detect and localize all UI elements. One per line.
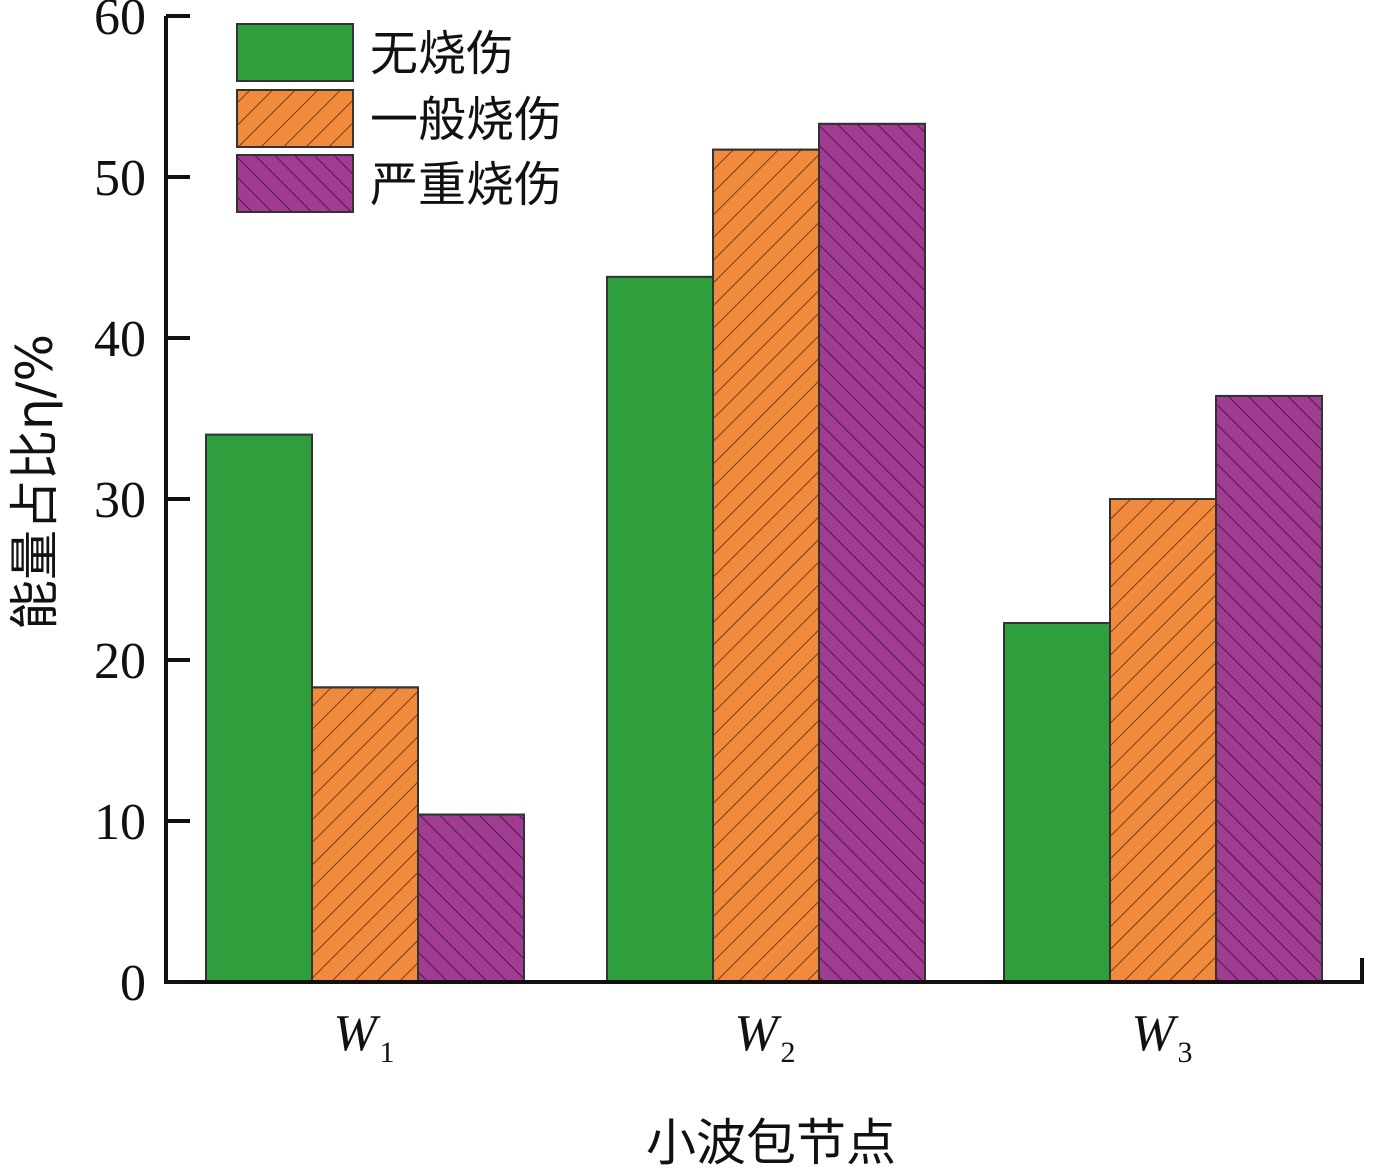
x-tick-label-subscript: 3 bbox=[1178, 1036, 1193, 1069]
legend-swatch-1 bbox=[236, 23, 354, 82]
legend-label-1: 无烧伤 bbox=[370, 26, 514, 82]
bar-hatch-3-series-2 bbox=[1109, 498, 1217, 983]
y-tick-label: 50 bbox=[94, 150, 146, 207]
bar-hatch-1-series-2 bbox=[311, 686, 419, 983]
y-tick-label: 30 bbox=[94, 472, 146, 529]
y-tick-label: 40 bbox=[94, 311, 146, 368]
y-tick-label: 0 bbox=[120, 955, 146, 1012]
legend-label-2: 一般烧伤 bbox=[370, 92, 562, 148]
y-tick-label: 10 bbox=[94, 794, 146, 851]
legend-swatch-hatch-2 bbox=[236, 89, 354, 148]
x-tick-label: W bbox=[734, 1005, 782, 1062]
x-tick-label: W bbox=[1131, 1005, 1179, 1062]
x-tick-label-subscript: 2 bbox=[781, 1036, 796, 1069]
legend-swatch-hatch-3 bbox=[236, 154, 354, 213]
y-ticks: 0 10 20 30 40 50 60 bbox=[94, 0, 190, 1012]
y-tick-label: 20 bbox=[94, 633, 146, 690]
bar-3-series-1 bbox=[1003, 621, 1111, 983]
legend-label-3: 严重烧伤 bbox=[370, 157, 562, 213]
bar-hatch-3-series-3 bbox=[1215, 394, 1323, 983]
y-tick-label: 60 bbox=[94, 0, 146, 46]
bar-hatch-2-series-2 bbox=[712, 148, 820, 983]
y-axis-title: 能量占比η/% bbox=[6, 334, 64, 630]
x-tick-label: W bbox=[333, 1005, 381, 1062]
x-axis-title: 小波包节点 bbox=[646, 1114, 896, 1171]
x-tick-label-subscript: 1 bbox=[380, 1036, 395, 1069]
bar-hatch-1-series-3 bbox=[417, 813, 525, 983]
bar-2-series-1 bbox=[606, 275, 714, 983]
bar-1-series-1 bbox=[205, 433, 313, 984]
bar-hatch-2-series-3 bbox=[818, 122, 926, 984]
bars-layer bbox=[205, 122, 1323, 984]
